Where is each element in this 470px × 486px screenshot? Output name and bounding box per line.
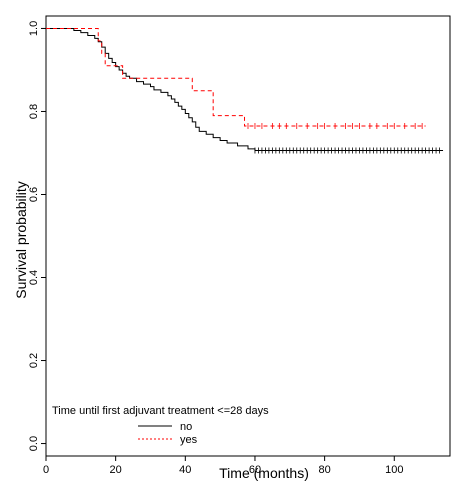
plot-frame <box>45 15 451 457</box>
x-tick-label: 0 <box>43 464 49 476</box>
y-tick-label: 0.6 <box>28 187 40 202</box>
y-tick-label: 0.8 <box>28 104 40 119</box>
x-tick-label: 60 <box>249 464 261 476</box>
x-tick-label: 100 <box>385 464 403 476</box>
y-tick-label: 1.0 <box>28 21 40 36</box>
x-tick-label: 20 <box>110 464 122 476</box>
x-axis-label: Time (months) <box>219 465 309 481</box>
x-tick-label: 80 <box>318 464 330 476</box>
legend-label-no: no <box>180 421 192 433</box>
y-tick-label: 0.2 <box>28 353 40 368</box>
y-tick-label: 0.4 <box>28 270 40 285</box>
legend-title: Time until first adjuvant treatment <=28… <box>52 405 269 417</box>
legend: Time until first adjuvant treatment <=28… <box>52 405 269 446</box>
legend-label-yes: yes <box>180 434 198 446</box>
x-tick-label: 40 <box>179 464 191 476</box>
series-line-no <box>46 27 444 151</box>
y-tick-label: 0.0 <box>28 436 40 451</box>
y-axis-label: Survival probability <box>13 181 29 299</box>
series-line-yes <box>46 27 426 127</box>
